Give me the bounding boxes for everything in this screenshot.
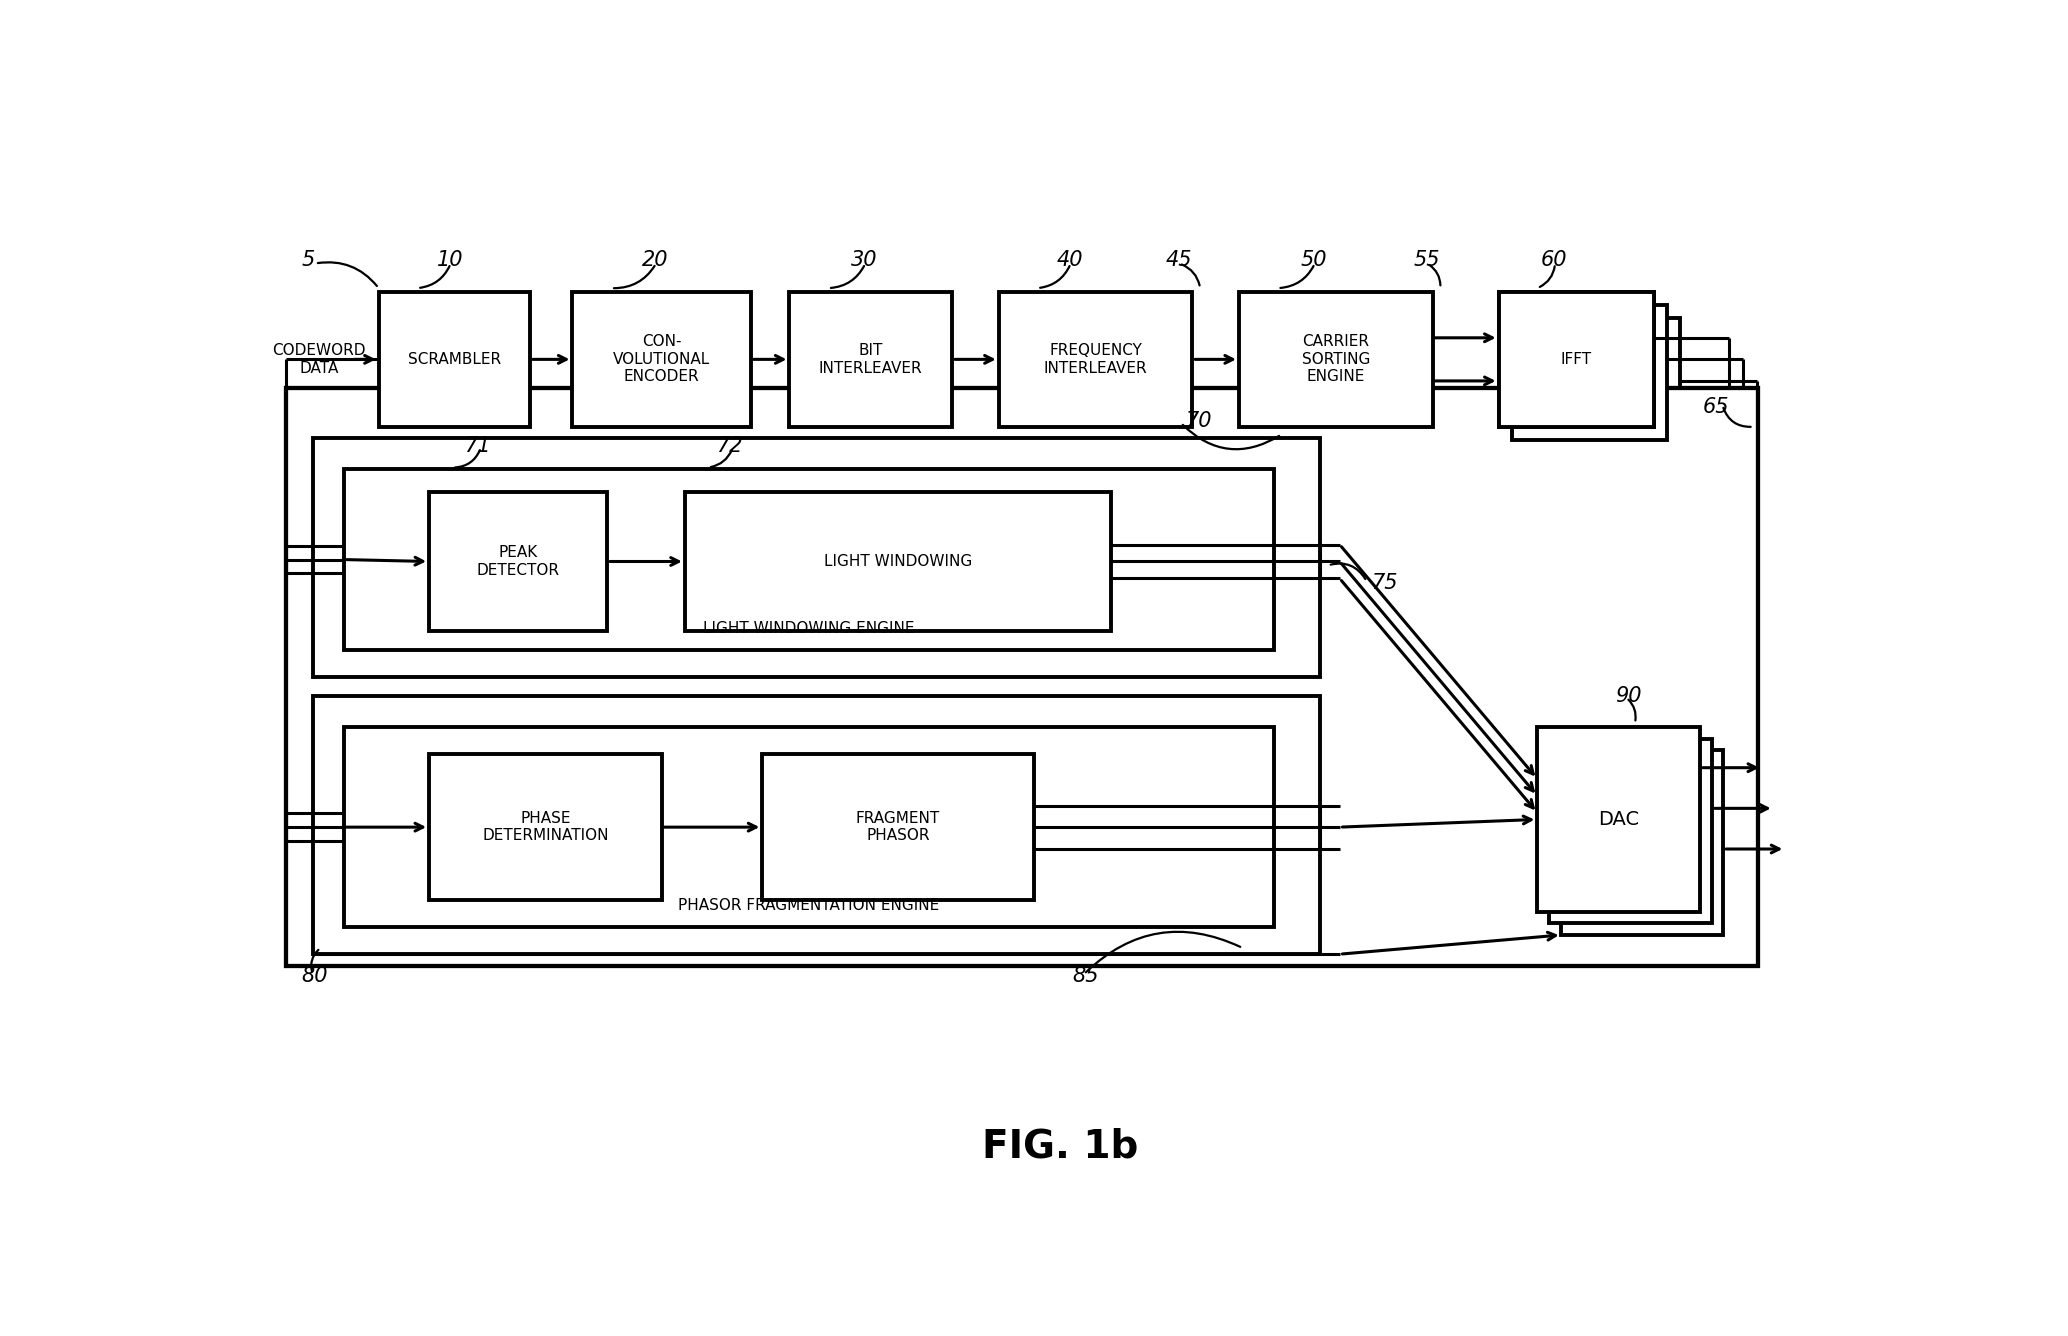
Bar: [428, 754, 662, 900]
Text: 45: 45: [1164, 250, 1191, 270]
Text: 20: 20: [643, 250, 668, 270]
Bar: [343, 727, 1274, 927]
Text: 50: 50: [1301, 250, 1328, 270]
Text: 40: 40: [1057, 250, 1084, 270]
Text: BIT
INTERLEAVER: BIT INTERLEAVER: [819, 343, 922, 375]
Text: PHASE
DETERMINATION: PHASE DETERMINATION: [482, 811, 608, 843]
Text: FRAGMENT
PHASOR: FRAGMENT PHASOR: [856, 811, 941, 843]
Bar: [378, 293, 529, 426]
Text: 55: 55: [1412, 250, 1439, 270]
Bar: [312, 696, 1319, 954]
Text: CODEWORD
DATA: CODEWORD DATA: [273, 343, 366, 375]
Bar: [999, 293, 1193, 426]
Text: SCRAMBLER: SCRAMBLER: [407, 351, 500, 367]
Text: 60: 60: [1541, 250, 1568, 270]
Text: CON-
VOLUTIONAL
ENCODER: CON- VOLUTIONAL ENCODER: [612, 334, 709, 385]
Text: 72: 72: [716, 436, 742, 456]
Text: PEAK
DETECTOR: PEAK DETECTOR: [476, 545, 560, 577]
Bar: [1499, 293, 1654, 426]
Text: DAC: DAC: [1599, 810, 1640, 828]
Text: IFFT: IFFT: [1561, 351, 1592, 367]
Text: FREQUENCY
INTERLEAVER: FREQUENCY INTERLEAVER: [1044, 343, 1148, 375]
Bar: [1549, 739, 1712, 923]
Bar: [312, 438, 1319, 677]
Bar: [685, 492, 1111, 631]
Bar: [1561, 749, 1723, 935]
Text: IFFT: IFFT: [1561, 351, 1592, 367]
Bar: [343, 469, 1274, 651]
Text: CARRIER
SORTING
ENGINE: CARRIER SORTING ENGINE: [1301, 334, 1369, 385]
Bar: [1524, 318, 1679, 453]
Bar: [285, 389, 1758, 966]
Text: 85: 85: [1071, 966, 1098, 986]
Text: 75: 75: [1371, 573, 1398, 593]
Text: FIG. 1b: FIG. 1b: [982, 1128, 1137, 1166]
Text: 5: 5: [302, 250, 314, 270]
Text: 90: 90: [1615, 687, 1642, 707]
Bar: [1499, 293, 1654, 426]
Text: 71: 71: [463, 436, 490, 456]
Text: LIGHT WINDOWING ENGINE: LIGHT WINDOWING ENGINE: [703, 621, 914, 636]
Text: 10: 10: [436, 250, 463, 270]
Bar: [763, 754, 1034, 900]
Bar: [1512, 305, 1667, 440]
Bar: [1239, 293, 1433, 426]
Bar: [1537, 727, 1700, 912]
Bar: [428, 492, 608, 631]
Text: 30: 30: [852, 250, 879, 270]
Bar: [790, 293, 951, 426]
Text: 65: 65: [1704, 398, 1729, 417]
Bar: [573, 293, 751, 426]
Text: 70: 70: [1185, 411, 1212, 432]
Text: LIGHT WINDOWING: LIGHT WINDOWING: [823, 554, 972, 569]
Text: 80: 80: [302, 966, 327, 986]
Text: PHASOR FRAGMENTATION ENGINE: PHASOR FRAGMENTATION ENGINE: [678, 898, 939, 914]
